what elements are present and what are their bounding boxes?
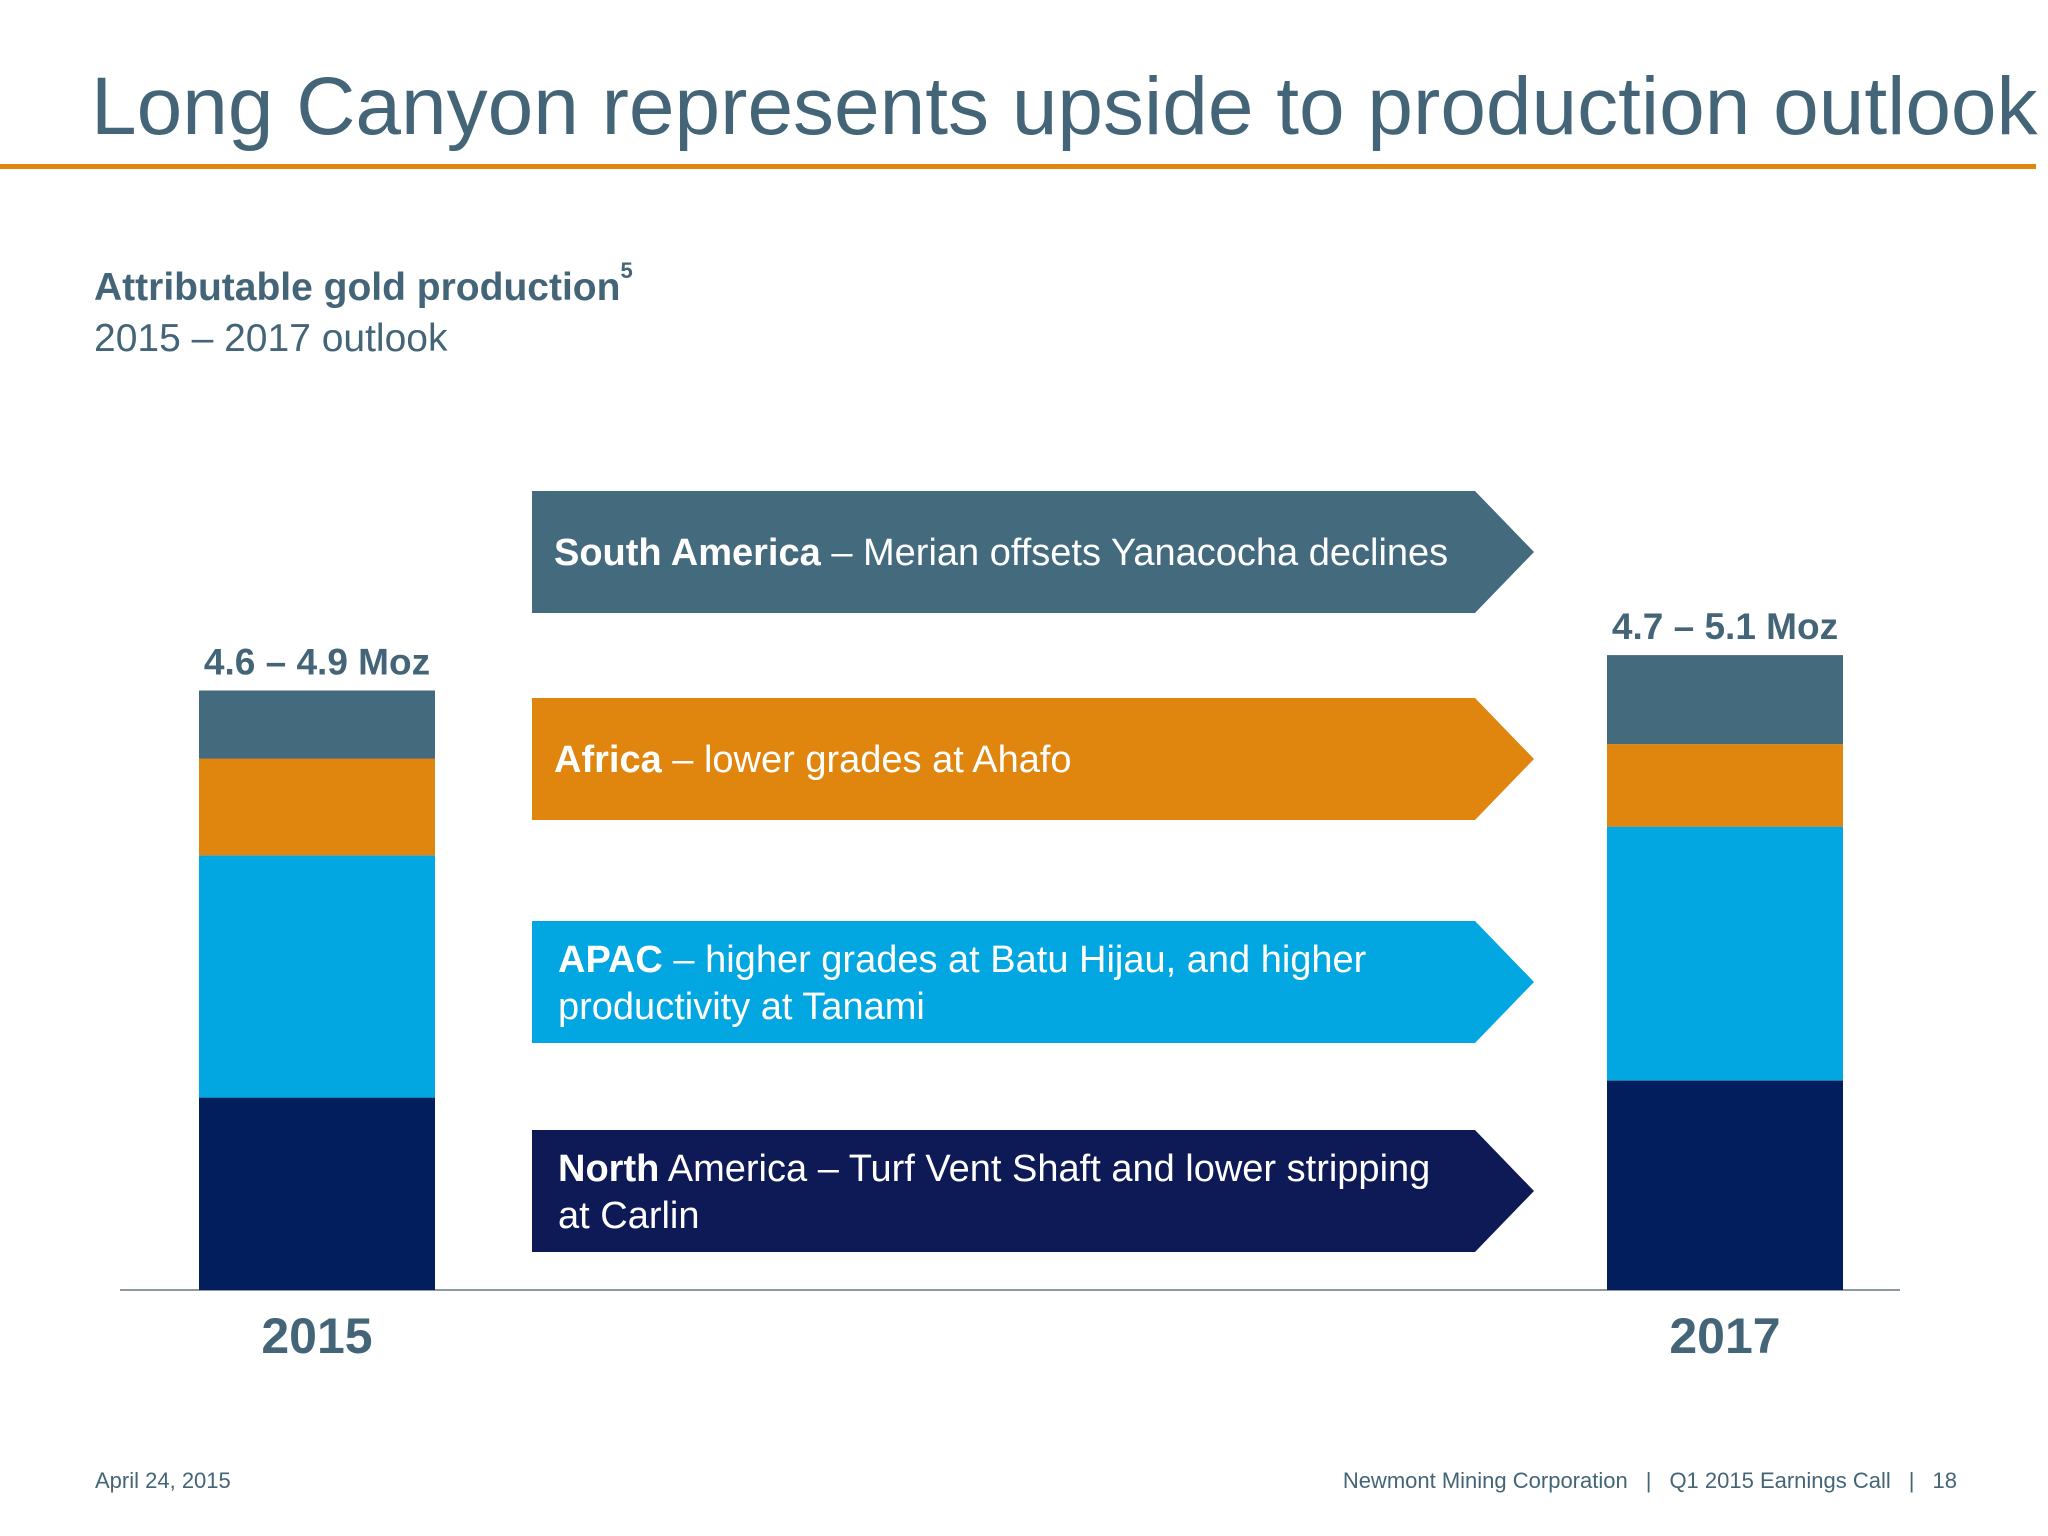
x-tick-label-2017: 2017	[1669, 1308, 1780, 1364]
callout-text-africa: Africa – lower grades at Ahafo	[554, 739, 1072, 781]
total-label-2017: 4.7 – 5.1 Moz	[1612, 606, 1838, 647]
bar-segment-apac-2017	[1607, 826, 1843, 1081]
callout-arrow-apac	[532, 921, 1534, 1043]
bar-segment-south-america-2017	[1607, 655, 1843, 745]
callout-text-apac: APAC – higher grades at Batu Hijau, and …	[558, 939, 1367, 1028]
bar-segment-north-america-2017	[1607, 1080, 1843, 1290]
callout-arrow-south-america	[532, 491, 1534, 613]
footer-company: Newmont Mining Corporation	[1342, 1468, 1628, 1493]
footer-event: Q1 2015 Earnings Call	[1669, 1468, 1891, 1493]
title-divider	[0, 164, 2036, 169]
chart-footnote-marker: 5	[620, 258, 633, 283]
callout-arrow-north-america	[532, 1130, 1534, 1252]
callout-text-south-america: South America – Merian offsets Yanacocha…	[554, 532, 1448, 574]
footer-page-number: 18	[1932, 1468, 1957, 1493]
total-label-2015: 4.6 – 4.9 Moz	[204, 642, 430, 683]
bar-segment-apac-2015	[199, 855, 435, 1098]
footer-date: April 24, 2015	[95, 1468, 231, 1493]
footer-separator: |	[1908, 1468, 1915, 1493]
bar-segment-south-america-2015	[199, 690, 435, 759]
chart-title: Attributable gold production	[94, 266, 621, 309]
footer-separator: |	[1645, 1468, 1652, 1493]
chart-header: Attributable gold production5 2015 – 201…	[94, 258, 633, 363]
slide-title: Long Canyon represents upside to product…	[91, 61, 2038, 152]
bar-segment-africa-2015	[199, 758, 435, 856]
footer-info: Newmont Mining Corporation | Q1 2015 Earni…	[1343, 1468, 1957, 1494]
chart-period: 2015 – 2017 outlook	[94, 316, 448, 360]
callout-arrow-africa	[532, 698, 1534, 820]
callout-text-north-america: North America – Turf Vent Shaft and lowe…	[558, 1148, 1430, 1237]
x-tick-label-2015: 2015	[261, 1308, 372, 1364]
bar-segment-africa-2017	[1607, 744, 1843, 827]
bar-segment-north-america-2015	[199, 1097, 435, 1290]
